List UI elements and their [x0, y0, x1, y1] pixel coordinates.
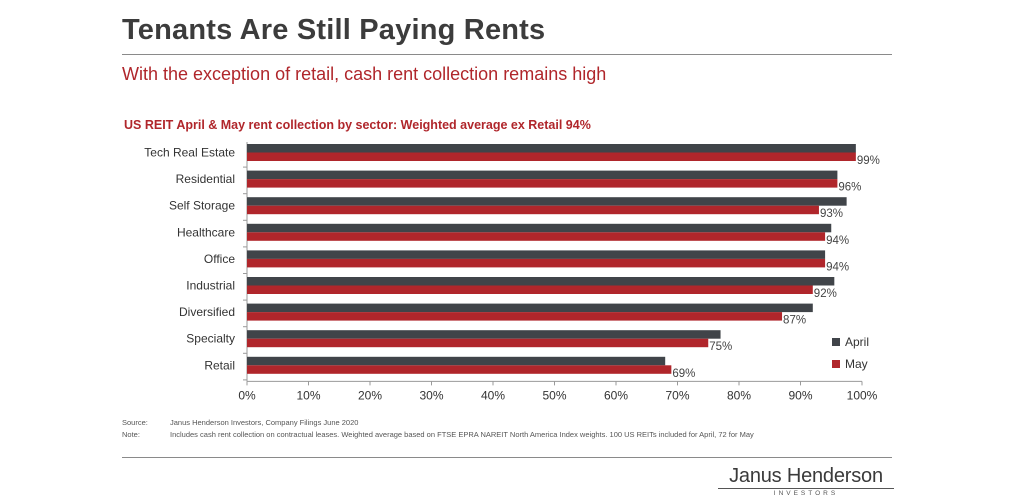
data-label: 87%: [783, 315, 806, 327]
x-tick-label: 100%: [847, 388, 878, 402]
bar-april: [247, 356, 666, 366]
x-tick-label: 30%: [419, 388, 443, 402]
bar-april: [247, 197, 847, 206]
bar-april: [247, 277, 835, 286]
category-label: Diversified: [179, 305, 235, 319]
note-text: Includes cash rent collection on contrac…: [170, 430, 754, 439]
bar-april: [247, 144, 856, 153]
bar-may: [247, 338, 709, 348]
bar-may: [247, 179, 838, 188]
x-tick-label: 60%: [604, 388, 628, 402]
legend-label: May: [845, 357, 868, 371]
category-label: Tech Real Estate: [144, 146, 235, 160]
bar-april: [247, 223, 832, 233]
data-label: 96%: [838, 182, 861, 194]
logo-wordmark: Janus Henderson: [729, 465, 883, 487]
data-label: 69%: [672, 368, 695, 380]
x-tick-label: 80%: [727, 388, 751, 402]
x-tick-label: 90%: [788, 388, 812, 402]
note-key: Note:: [122, 430, 140, 439]
bar-april: [247, 250, 826, 259]
x-tick-label: 70%: [665, 388, 689, 402]
source-line: Source: Janus Henderson Investors, Compan…: [122, 418, 358, 427]
category-label: Self Storage: [169, 199, 235, 213]
data-label: 92%: [814, 288, 837, 300]
bar-may: [247, 365, 672, 374]
x-tick-label: 20%: [358, 388, 382, 402]
footer-divider: [122, 457, 892, 458]
title-divider: [122, 54, 892, 55]
category-label: Retail: [204, 358, 235, 372]
legend-swatch: [832, 338, 840, 346]
category-label: Industrial: [186, 279, 235, 293]
bar-april: [247, 330, 721, 339]
x-tick-label: 10%: [296, 388, 320, 402]
data-label: 75%: [709, 341, 732, 353]
data-label: 93%: [820, 208, 843, 220]
chart-title: US REIT April & May rent collection by s…: [124, 118, 591, 132]
data-label: 99%: [857, 155, 880, 167]
bar-may: [247, 285, 813, 294]
category-label: Office: [204, 252, 235, 266]
bar-may: [247, 258, 826, 268]
bar-april: [247, 303, 813, 313]
bar-may: [247, 205, 819, 215]
source-text: Janus Henderson Investors, Company Filin…: [170, 418, 359, 427]
category-label: Healthcare: [177, 225, 235, 239]
logo-tagline: INVESTORS: [718, 488, 894, 497]
bar-may: [247, 152, 856, 161]
source-key: Source:: [122, 418, 148, 427]
bar-may: [247, 312, 783, 321]
legend-label: April: [845, 335, 869, 349]
x-tick-label: 40%: [481, 388, 505, 402]
x-tick-label: 50%: [542, 388, 566, 402]
legend-swatch: [832, 360, 840, 368]
page-title: Tenants Are Still Paying Rents: [122, 14, 546, 46]
bar-may: [247, 232, 826, 241]
data-label: 94%: [826, 261, 849, 273]
category-label: Specialty: [186, 332, 235, 346]
data-label: 94%: [826, 235, 849, 247]
company-logo: Janus Henderson INVESTORS: [718, 466, 894, 497]
x-tick-label: 0%: [238, 388, 256, 402]
bar-april: [247, 170, 838, 180]
page-subtitle: With the exception of retail, cash rent …: [122, 64, 607, 84]
category-label: Residential: [176, 172, 235, 186]
note-line: Note: Includes cash rent collection on co…: [122, 430, 860, 439]
